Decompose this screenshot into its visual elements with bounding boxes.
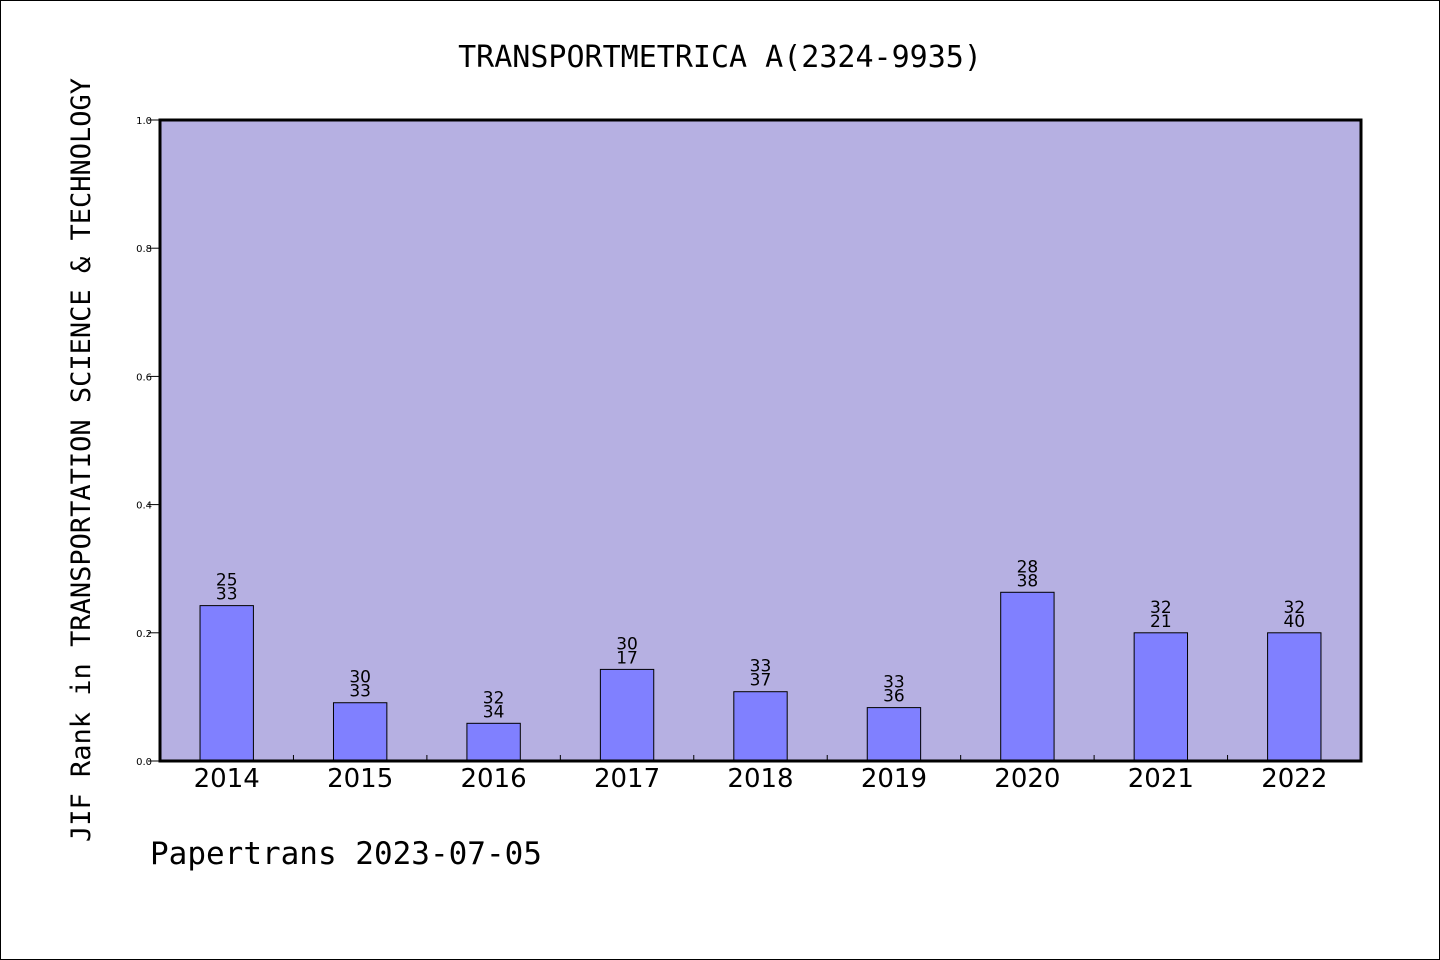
bar-2015 [332,702,388,762]
bar-2020 [1000,591,1055,762]
bar-label-top: 33 [750,657,772,677]
bar-label-bottom: 33 [216,585,238,605]
y-axis: 0.0 0.2 0.4 0.6 0.8 1.0 [136,116,160,768]
y-tick-label: 0.6 [136,372,152,383]
plot-frame [158,118,1363,763]
bar-2022 [1267,632,1322,762]
y-tick-label: 1.0 [136,116,152,127]
bar-label-bottom: 17 [616,648,638,668]
x-tick-label: 2015 [327,764,393,794]
bar-label-top: 33 [883,673,905,693]
x-tick-label: 2020 [994,764,1060,794]
bar-label-top: 30 [349,668,371,688]
bar-2014 [199,605,254,762]
bars-group [199,591,1322,762]
bar-label-bottom: 21 [1150,612,1172,632]
bar-label-bottom: 37 [750,671,772,691]
bar-2017 [599,668,655,762]
bar-2016 [466,722,521,762]
bar-label-top: 32 [1150,598,1172,618]
bar-label-bottom: 33 [349,682,371,702]
bar-2019 [866,707,922,762]
bar-label-bottom: 34 [483,702,505,722]
chart-title: TRANSPORTMETRICA A(2324-9935) [458,40,982,75]
y-tick-label: 0.0 [136,757,152,768]
bar-label-top: 32 [1283,598,1305,618]
bar-label-top: 30 [616,634,638,654]
y-axis-label: JIF Rank in TRANSPORTATION SCIENCE & TEC… [66,78,97,842]
bar-label-bottom: 40 [1283,612,1305,632]
bar-2021 [1133,632,1189,762]
x-tick-label: 2016 [461,764,527,794]
x-axis: 2014 2015 2016 2017 2018 2019 2020 2021 2022 [194,755,1327,794]
bar-label-top: 28 [1017,557,1039,577]
x-tick-label: 2018 [727,764,793,794]
bar-label-top: 25 [216,571,238,591]
bar-label-top: 32 [483,688,505,708]
x-tick-label: 2022 [1261,764,1327,794]
y-tick-label: 0.8 [136,244,152,255]
bar-label-bottom: 36 [883,687,905,707]
bar-2018 [733,691,788,762]
x-tick-label: 2021 [1128,764,1194,794]
y-tick-label: 0.2 [136,629,152,640]
x-tick-label: 2019 [861,764,927,794]
y-tick-label: 0.4 [136,501,152,512]
x-tick-label: 2014 [194,764,260,794]
bar-label-bottom: 38 [1017,571,1039,591]
x-tick-label: 2017 [594,764,660,794]
footer-text: Papertrans 2023-07-05 [150,836,542,872]
